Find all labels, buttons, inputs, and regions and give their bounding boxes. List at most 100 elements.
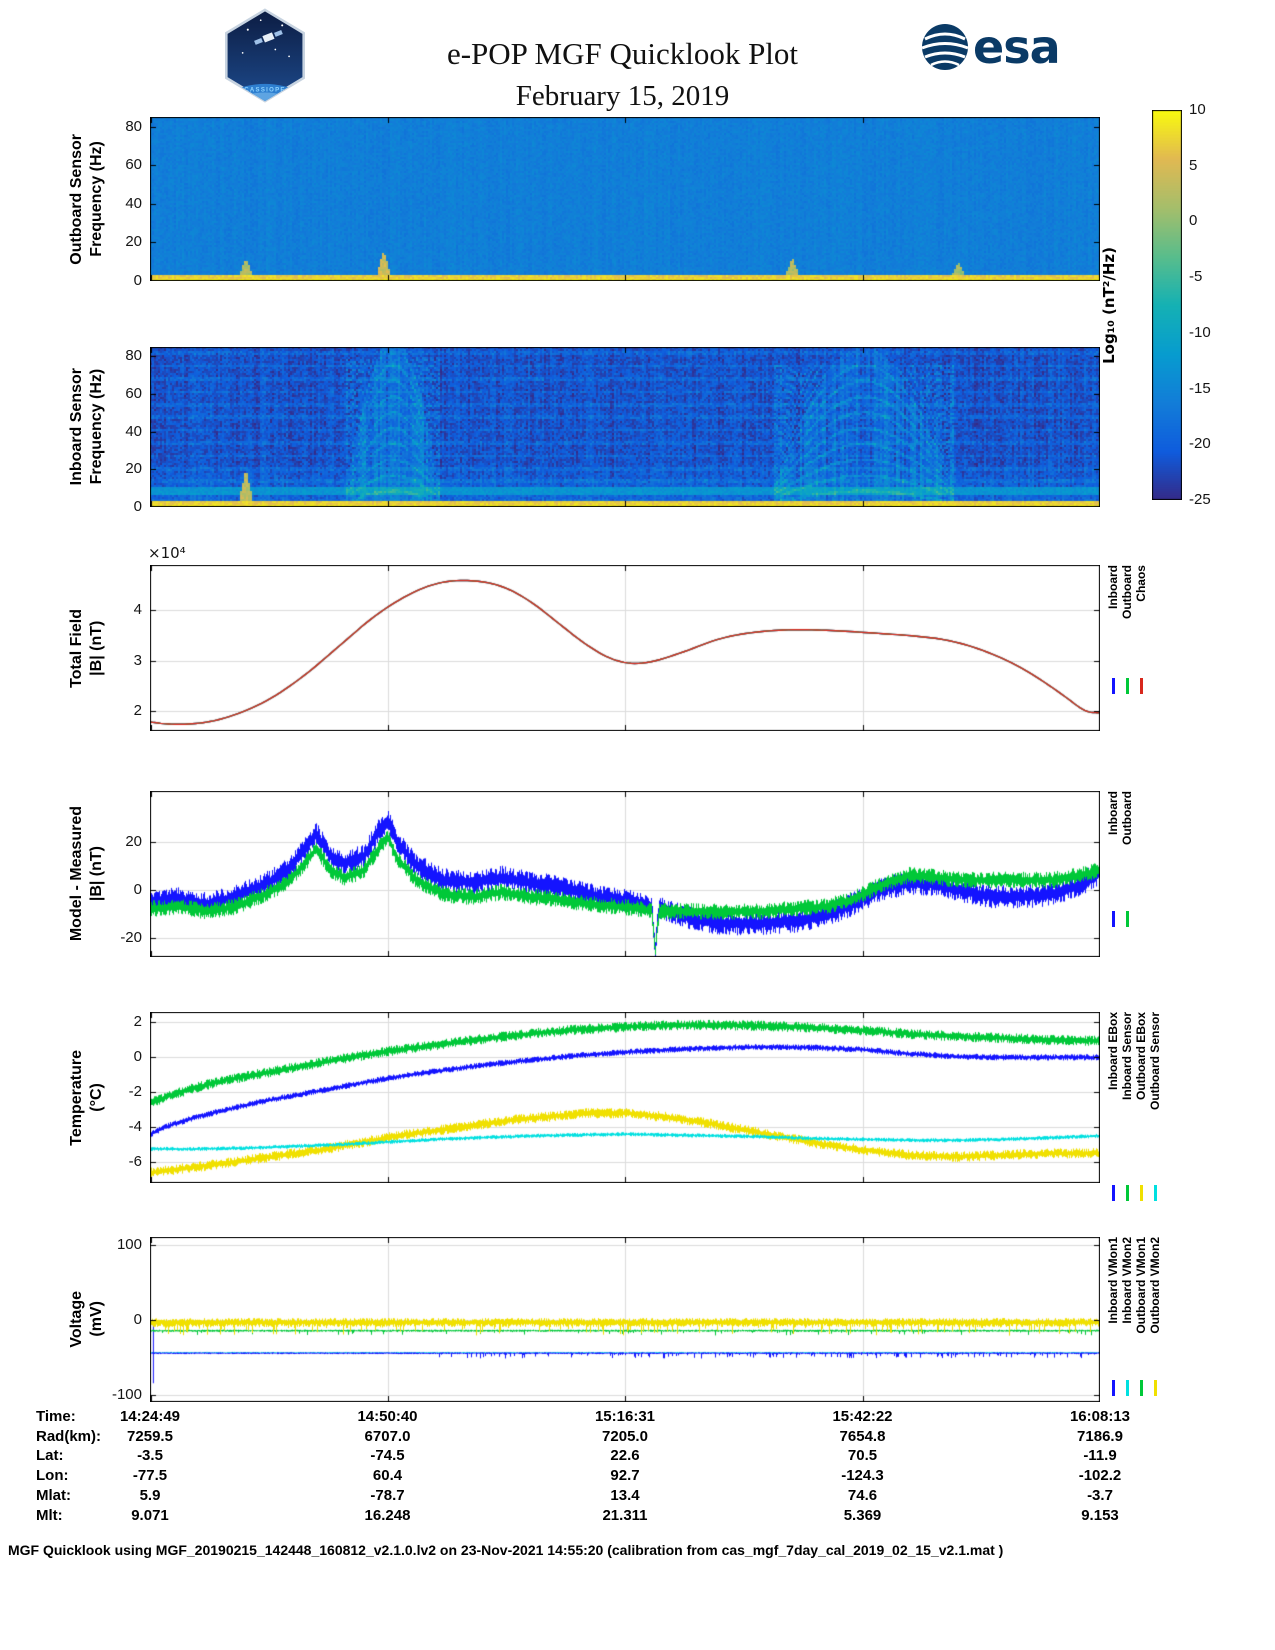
axis-row-value: 16:08:13	[1069, 1408, 1131, 1425]
axis-row-value: 7259.5	[127, 1427, 173, 1445]
y-tick-label: -100	[111, 1385, 142, 1403]
esa-wordmark: esa	[973, 20, 1061, 74]
colorbar-tick-label: -5	[1189, 268, 1203, 286]
legend: Inboard EBox Inboard Sensor Outboard EBox O…	[1106, 1012, 1162, 1201]
colorbar-tick-label: -20	[1189, 435, 1211, 453]
legend-label: Outboard	[1120, 791, 1134, 845]
y-tick-label: 20	[125, 233, 142, 251]
legend-label: Inboard Sensor	[1120, 1012, 1134, 1101]
y-tick-label: 3	[133, 651, 142, 669]
outboard-spectrogram-canvas	[150, 117, 1100, 281]
axis-row-value: 7205.0	[602, 1427, 648, 1445]
legend: Inboard Outboard	[1106, 791, 1134, 927]
colorbar-tick-label: 10	[1189, 101, 1206, 118]
axis-row-value: -102.2	[1078, 1467, 1122, 1485]
legend-label: Outboard VMon1	[1134, 1237, 1148, 1334]
y-tick-label: -6	[128, 1153, 142, 1171]
y-tick-label: 40	[125, 422, 142, 440]
y-tick-label: 0	[133, 880, 142, 898]
y-tick-label: 80	[125, 347, 142, 365]
legend-item: Outboard EBox	[1134, 1012, 1148, 1201]
colorbar	[1152, 110, 1182, 500]
cassiope-mission-patch: CASSIOPE	[222, 8, 308, 108]
axis-row-value: 15:16:31	[594, 1408, 656, 1425]
legend-item: Chaos	[1134, 565, 1148, 694]
ylabel-line1: Model - Measured	[68, 806, 85, 942]
legend-label-wrap: Inboard VMon2	[1120, 1237, 1134, 1372]
figure-title: e-POP MGF Quicklook Plot	[446, 36, 799, 71]
y-tick-label: 60	[125, 385, 142, 403]
legend: Inboard VMon1 Inboard VMon2 Outboard VMon1…	[1106, 1237, 1162, 1396]
ylabel-line1: Voltage	[68, 1291, 85, 1348]
axis-row-label: Mlat:	[36, 1486, 71, 1504]
y-tick-label: 20	[125, 832, 142, 850]
legend-color-swatch	[1125, 678, 1129, 694]
y-tick-label: -4	[128, 1118, 142, 1136]
colorbar-tick-label: -10	[1189, 323, 1211, 341]
y-tick-label: 0	[133, 272, 142, 289]
legend-item: Outboard Sensor	[1148, 1012, 1162, 1201]
axis-row-value: 5.369	[843, 1506, 882, 1524]
figure-date: February 15, 2019	[515, 80, 730, 112]
axis-row-value: 60.4	[372, 1467, 403, 1485]
legend-color-swatch	[1111, 1380, 1115, 1396]
y-tick-label: 0	[133, 1048, 142, 1066]
legend-item: Inboard VMon2	[1120, 1237, 1134, 1396]
legend-label: Outboard	[1120, 565, 1134, 619]
temperature-canvas	[150, 1012, 1100, 1183]
legend-label-wrap: Outboard Sensor	[1148, 1012, 1162, 1177]
ylabel-line1: Total Field	[68, 608, 85, 688]
footer-text: MGF Quicklook using MGF_20190215_142448_…	[8, 1542, 1004, 1558]
ylabel-line1: Outboard Sensor	[68, 133, 85, 265]
axis-row-value: 14:24:49	[119, 1408, 181, 1425]
axis-row-value: 22.6	[610, 1447, 640, 1465]
y-tick-label: 80	[125, 117, 142, 135]
legend-label-wrap: Outboard VMon2	[1148, 1237, 1162, 1372]
axis-row-value: -74.5	[370, 1447, 405, 1465]
model-measured-canvas	[150, 791, 1100, 957]
y-tick-label: 60	[125, 156, 142, 174]
axis-row-value: -124.3	[841, 1467, 884, 1485]
legend-item: Outboard VMon2	[1148, 1237, 1162, 1396]
y-tick-label: -2	[128, 1083, 142, 1101]
legend-color-swatch	[1139, 1185, 1143, 1201]
legend-label-wrap: Outboard	[1120, 791, 1134, 903]
axis-row-label: Lat:	[36, 1447, 64, 1465]
legend-item: Inboard VMon1	[1106, 1237, 1120, 1396]
satellite-icon	[254, 29, 283, 45]
axis-row-value: -3.5	[137, 1447, 163, 1465]
legend-label: Inboard EBox	[1106, 1012, 1120, 1091]
axis-row-value: 6707.0	[364, 1427, 411, 1445]
axis-row-value: 7186.9	[1077, 1427, 1123, 1445]
exponent-label: ×10⁴	[148, 544, 186, 562]
legend-color-swatch	[1139, 1380, 1143, 1396]
legend-label-wrap: Inboard	[1106, 791, 1120, 903]
legend-color-swatch	[1139, 678, 1143, 694]
axis-row-value: 7654.8	[839, 1427, 886, 1445]
legend-color-swatch	[1111, 1185, 1115, 1201]
legend-color-swatch	[1125, 911, 1129, 927]
colorbar-label-wrap: Log₁₀ (nT²/Hz)	[1096, 110, 1122, 500]
legend-color-swatch	[1111, 678, 1115, 694]
y-tick-label: -20	[120, 928, 142, 946]
mission-patch-text: CASSIOPE	[244, 88, 285, 94]
legend-color-swatch	[1125, 1185, 1129, 1201]
legend-label: Inboard	[1106, 791, 1120, 835]
legend-item: Inboard EBox	[1106, 1012, 1120, 1201]
total-field-canvas	[150, 565, 1100, 731]
axis-row-label: Time:	[36, 1408, 76, 1425]
cassiope-patch-icon: CASSIOPE	[225, 8, 305, 103]
axis-row-label: Mlt:	[36, 1506, 63, 1524]
axis-row-value: 9.153	[1081, 1506, 1119, 1524]
colorbar-label: Log₁₀ (nT²/Hz)	[1100, 246, 1118, 364]
legend-label-wrap: Outboard	[1120, 565, 1134, 670]
colorbar-tick-label: -25	[1189, 491, 1211, 508]
axis-row-value: 15:42:22	[832, 1408, 893, 1425]
legend-item: Outboard	[1120, 791, 1134, 927]
colorbar-tick-label: 5	[1189, 156, 1198, 174]
y-tick-label: 0	[133, 1310, 142, 1328]
y-tick-label: 0	[133, 498, 142, 515]
inboard-spectrogram-canvas	[150, 347, 1100, 507]
ylabel-line2: |B| (nT)	[88, 620, 105, 676]
